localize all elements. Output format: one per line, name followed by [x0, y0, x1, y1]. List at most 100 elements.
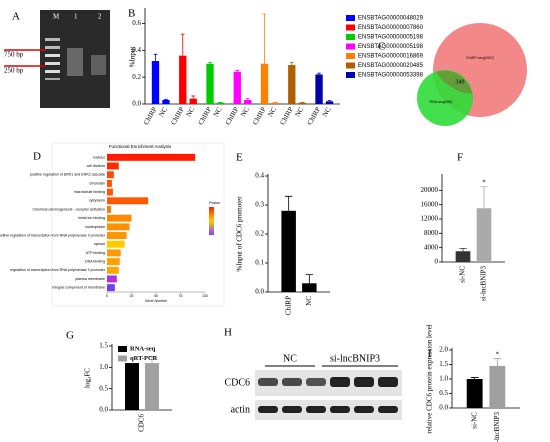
y-tick-label: 0.2 — [255, 230, 264, 238]
bar — [281, 210, 296, 292]
bar — [271, 102, 279, 104]
error-bar — [317, 72, 321, 75]
y-tick-label: 16000 — [421, 200, 439, 208]
x-tick-label: ChIRP — [306, 106, 323, 127]
y-tick-label: nucleus — [93, 155, 106, 159]
legend-swatch — [346, 15, 355, 21]
x-axis-label: Gene Number — [145, 299, 168, 303]
bar — [179, 55, 187, 104]
legend-label: ENSBTAG00000005198 — [358, 35, 424, 41]
protein-label: actin — [231, 404, 250, 415]
legend-gradient — [209, 207, 214, 235]
y-tick-label: positive regulation of ERK1 and ERK2 cas… — [30, 173, 105, 177]
bar — [107, 171, 114, 179]
y-tick-label: 12000 — [421, 215, 439, 223]
bar — [145, 363, 159, 410]
y-tick-label: integral component of membrane — [52, 286, 105, 290]
y-tick-label: 0.5 — [439, 389, 448, 397]
bar — [107, 266, 119, 274]
x-tick-label: NC — [305, 296, 313, 306]
y-tick-label: 0.0 — [255, 288, 264, 296]
bar — [206, 63, 214, 104]
y-tick-label: 2.0 — [439, 346, 448, 354]
bar — [107, 162, 119, 170]
error-bar — [164, 98, 168, 100]
legend-swatch — [118, 355, 127, 362]
y-tick-label: ATP binding — [86, 251, 105, 255]
bar — [107, 258, 120, 266]
y-tick-label: 0.0 — [132, 100, 141, 108]
panel-label: H — [224, 327, 232, 339]
error-bar — [459, 247, 467, 252]
y-tick-label: 0.6 — [132, 19, 141, 27]
bar — [107, 188, 113, 196]
venn-label: ChIRP-seq(3407) — [466, 56, 494, 60]
panel-label: D — [33, 151, 41, 163]
error-bar — [148, 356, 156, 364]
y-tick-label: cytoplasm — [89, 199, 105, 203]
x-tick-label: ChIRP — [197, 106, 214, 127]
group-label: si-lncBNIP3 — [330, 353, 380, 364]
y-tick-label: 0.4 — [255, 172, 264, 180]
x-tick-label: CDC6 — [138, 414, 146, 432]
y-tick-label: 0.4 — [132, 46, 141, 54]
y-tick-label: 1.0 — [439, 375, 448, 383]
blot-bands — [258, 377, 398, 413]
x-tick-label: si-NC — [470, 412, 478, 429]
error-bar — [208, 61, 212, 64]
annotation: * — [496, 350, 500, 358]
y-tick-label: 0.1 — [255, 259, 264, 267]
y-tick-label: cytosol — [94, 242, 105, 246]
panel-label: C — [378, 41, 385, 53]
marker-arrows — [4, 49, 46, 67]
lane-label: M — [53, 13, 60, 21]
protein-label: CDC6 — [224, 377, 250, 388]
error-bar — [289, 61, 294, 66]
x-tick-label: 50 — [154, 294, 158, 298]
bar — [107, 153, 196, 161]
bar — [107, 284, 115, 292]
x-tick-label: 75 — [179, 294, 183, 298]
x-tick-label: ChIRP — [224, 106, 241, 127]
y-tick-label: 0.0 — [99, 406, 108, 414]
bar — [260, 63, 269, 104]
x-tick-label: NC — [212, 106, 224, 119]
y-tick-label: 0.0 — [439, 404, 448, 412]
x-tick-label: ChIRP — [284, 296, 292, 315]
error-bar — [245, 98, 250, 100]
x-tick-label: NC — [266, 106, 278, 119]
bar — [107, 214, 132, 222]
legend-label: ENSBTAG00000048029 — [358, 16, 424, 22]
plot-background — [51, 142, 225, 307]
x-tick-label: 0 — [106, 294, 108, 298]
panel-label: I — [428, 348, 432, 360]
bar — [107, 223, 130, 231]
x-tick-label: ChIRP — [278, 106, 295, 127]
legend-swatch — [346, 53, 355, 59]
venn-overlap-label: 349 — [456, 79, 465, 85]
y-tick-label: regulation of transcription from RNA pol… — [10, 268, 106, 272]
bar — [244, 99, 252, 104]
panel-label: A — [12, 11, 20, 23]
bar — [315, 74, 323, 104]
legend-swatch — [346, 34, 355, 40]
x-tick-label: ChIRP — [251, 106, 268, 127]
y-tick-label: 1.5 — [439, 360, 448, 368]
y-tick-label: chromatin — [89, 181, 105, 185]
legend-swatch — [346, 62, 355, 69]
bar — [476, 208, 492, 262]
y-tick-label: 0 — [435, 258, 439, 266]
error-bar — [191, 95, 196, 99]
bar — [107, 205, 111, 213]
legend-swatch — [346, 72, 355, 78]
bar — [233, 71, 241, 104]
bar — [107, 275, 117, 283]
legend-label: RNA-seq — [130, 345, 156, 352]
legend-swatch — [346, 43, 355, 50]
bar — [302, 283, 317, 292]
error-bar — [153, 53, 158, 62]
error-bar — [305, 274, 313, 284]
bar — [125, 363, 139, 410]
bar — [216, 102, 225, 104]
gel-bands — [45, 38, 106, 80]
